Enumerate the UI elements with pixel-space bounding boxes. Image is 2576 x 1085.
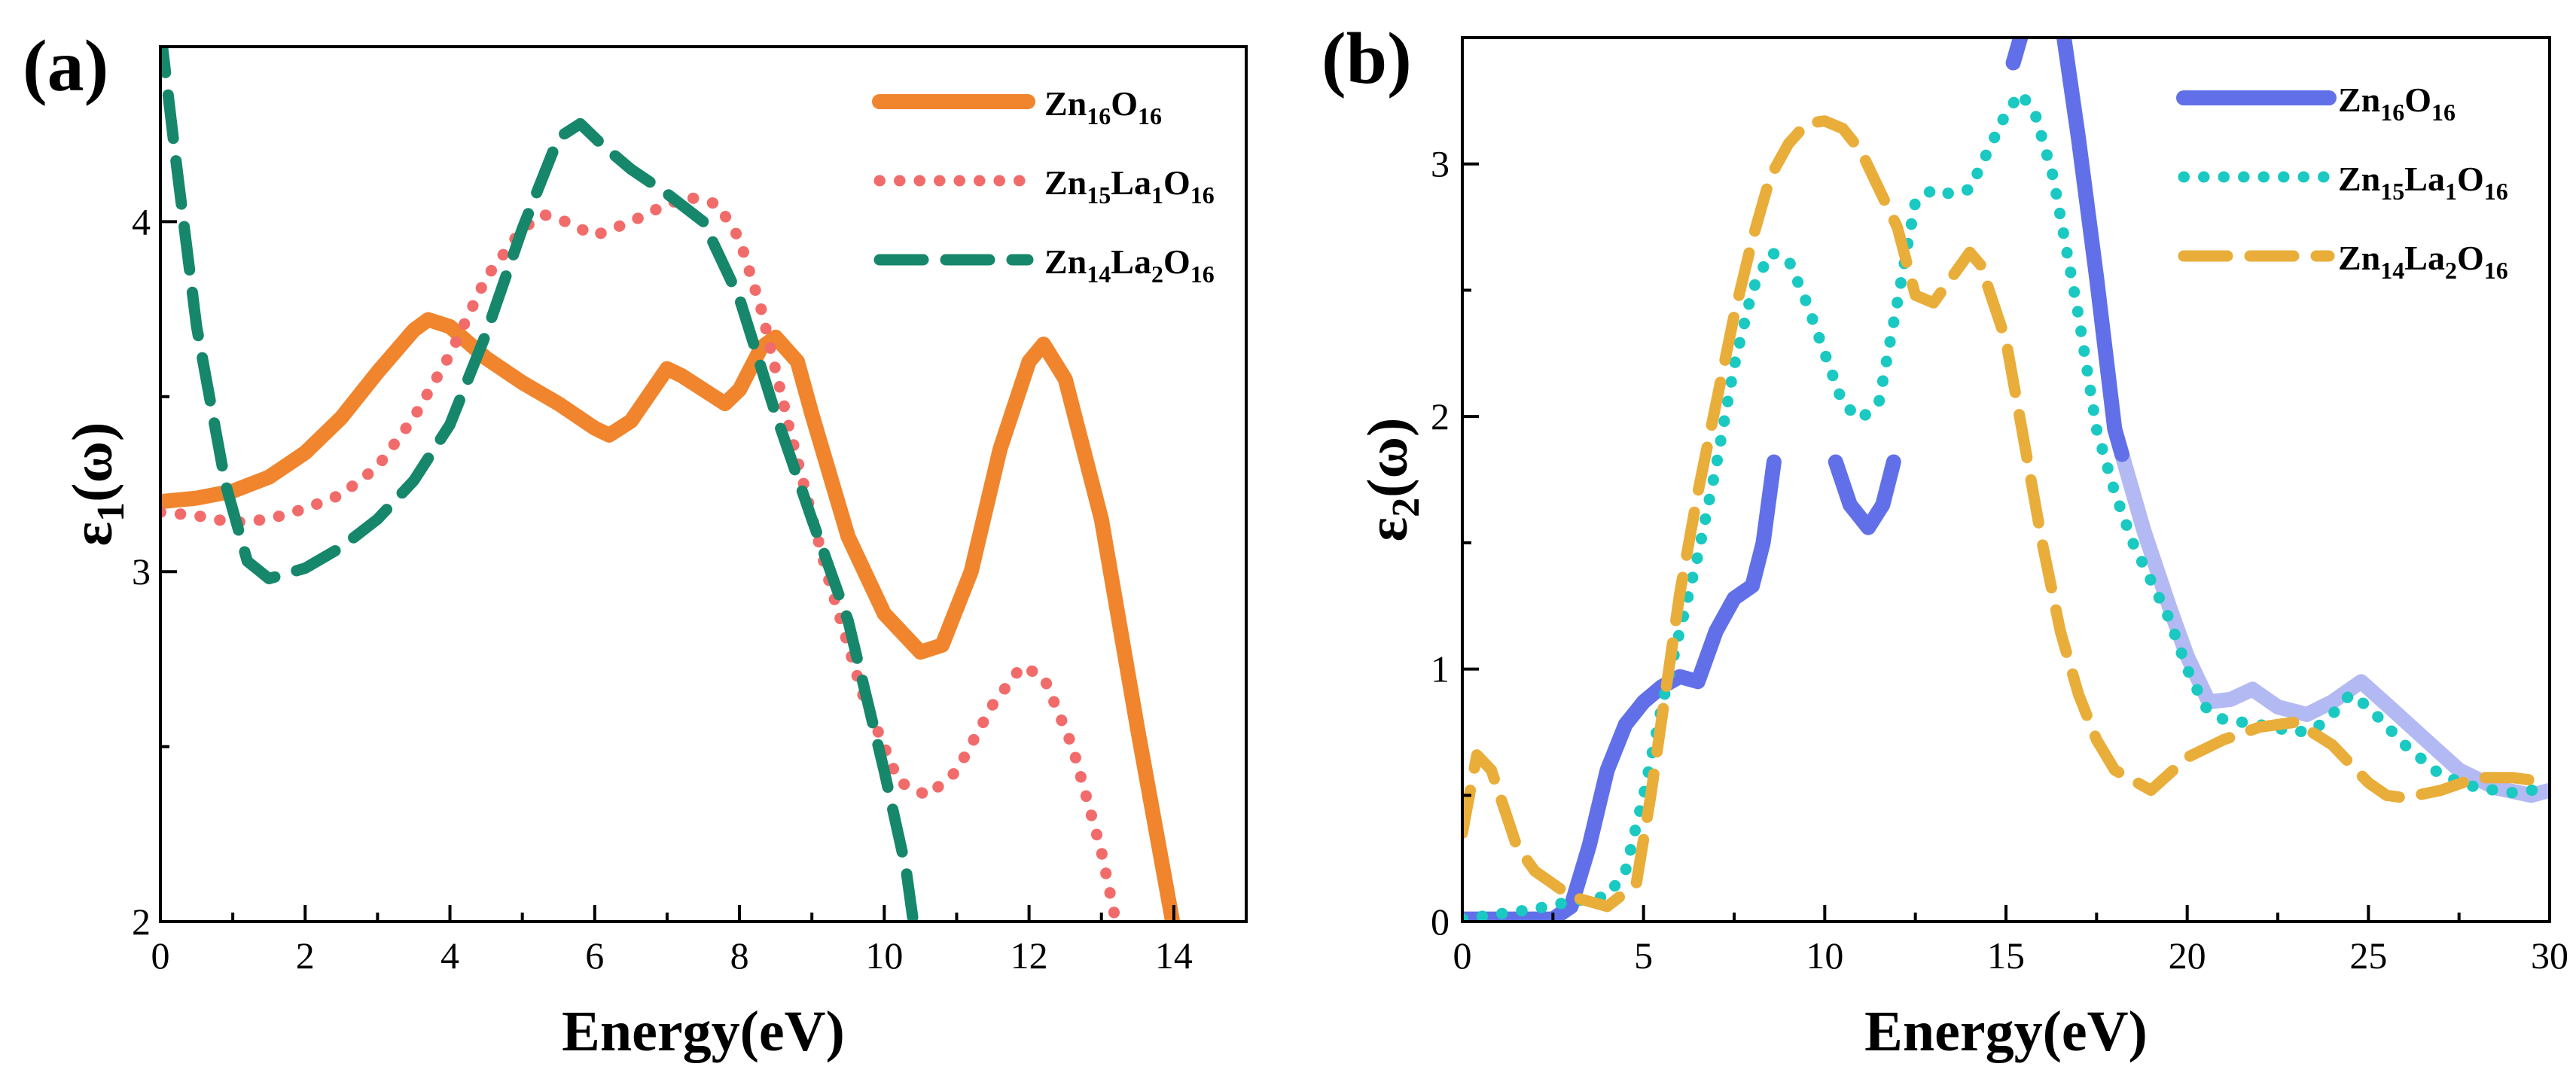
panel-b: (b) 0 5 10 15 20 25 30 0 1 2 3 Energy(eV) ε2(ω) Zn… [1322,18,2568,1063]
panel-a-y-axis-label: ε1(ω) [61,422,133,547]
panel-a-series-zn16-line [160,312,1181,922]
panel-b-y-tick-label: 2 [1431,395,1450,437]
panel-b-x-tick-label: 10 [1806,934,1843,977]
panel-a-x-axis-label: Energy(eV) [562,1000,845,1063]
panel-a-x-tick-label: 4 [441,934,459,977]
panel-b-series-group [1462,38,2550,922]
panel-b-y-tick-label: 3 [1431,143,1450,185]
panel-a-x-tick-label: 2 [296,934,315,977]
panel-a-y-tick-label: 2 [132,901,151,943]
panel-b-series-b_zn16-tail-line [2114,446,2550,803]
panel-b-x-axis-label: Energy(eV) [1864,1000,2148,1063]
panel-a-x-tick-label: 12 [1011,934,1048,977]
panel-a-x-tick-label: 14 [1155,934,1193,977]
panel-b-series-b_zn16-line-3 [2056,38,2129,462]
panel-a-frame [159,45,1248,923]
panel-a-legend-label-zn14: Zn14La2O16 [1044,242,1215,288]
panel-b-legend: Zn16O16 Zn15La1O16 Zn14La2O16 [2176,81,2508,284]
panel-a-x-tick-label: 0 [151,934,170,977]
panel-a-label: (a) [23,26,108,107]
panel-b-y-axis-label: ε2(ω) [1356,418,1428,542]
panel-b-legend-label-b_zn16: Zn16O16 [2338,81,2456,126]
panel-b-plot-area: 0 5 10 15 20 25 30 0 1 2 3 [1431,36,2568,977]
panel-a-y-tick-label: 3 [132,550,151,593]
panel-b-x-tick-label: 0 [1453,934,1472,977]
panel-b-x-tick-label: 20 [2169,934,2206,977]
panel-b-y-tick-label: 0 [1431,901,1450,943]
panel-a-legend: Zn16O16 Zn15La1O16 Zn14La2O16 [872,84,1215,288]
panel-b-legend-label-b_zn14: Zn14La2O16 [2338,239,2508,284]
panel-a-x-tick-label: 6 [585,934,604,977]
panel-b-legend-label-b_zn15: Zn15La1O16 [2338,160,2508,205]
panel-b-series-b_zn14-line [1462,115,2550,913]
panel-b-series-b_zn16-line-0 [1462,454,1782,922]
panel-a-legend-label-zn15: Zn15La1O16 [1044,163,1215,209]
panel-a-legend-label-zn16: Zn16O16 [1044,84,1162,130]
panel-b-ticks: 0 5 10 15 20 25 30 0 1 2 3 [1431,143,2568,977]
panel-b-x-tick-label: 25 [2349,934,2387,977]
panel-b-label: (b) [1322,18,1412,99]
panel-b-x-tick-label: 30 [2531,934,2568,977]
panel-b-x-tick-label: 15 [1987,934,2025,977]
panel-b-x-tick-label: 5 [1634,934,1653,977]
panel-b-series-b_zn16-line-2 [2005,38,2029,71]
panel-a-y-tick-label: 4 [132,200,151,242]
panel-b-series-b_zn16-line-1 [1828,454,1901,535]
panel-a-series-zn14-line [160,47,919,922]
panel-b-series-b_zn15-line [1462,87,2550,922]
panel-a-x-tick-label: 10 [865,934,903,977]
panel-a-x-tick-label: 8 [730,934,749,977]
panel-a-series-group [160,47,1181,922]
panel-b-y-tick-label: 1 [1431,648,1450,690]
